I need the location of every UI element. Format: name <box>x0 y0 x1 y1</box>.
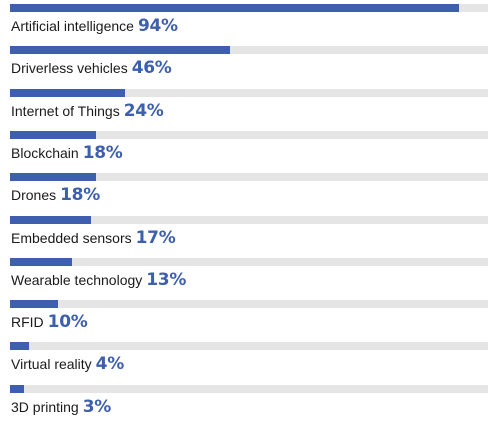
value-label: 13% <box>146 269 187 290</box>
bar <box>10 300 58 309</box>
category-label: Blockchain <box>11 144 79 161</box>
category-label: 3D printing <box>11 398 79 415</box>
bar <box>10 215 92 224</box>
bar <box>10 342 30 351</box>
bar-label-row: Drones 18% <box>11 184 100 206</box>
category-label: RFID <box>11 314 44 331</box>
value-label: 46% <box>131 58 172 79</box>
bar-track <box>10 342 488 351</box>
bar <box>10 173 97 182</box>
bar-label-row: Driverless vehicles 46% <box>11 57 172 79</box>
value-label: 18% <box>82 142 123 163</box>
bar-label-row: Embedded sensors 17% <box>11 227 176 249</box>
bar <box>10 46 230 55</box>
bar-label-row: RFID 10% <box>11 311 88 333</box>
bar-track <box>10 173 488 182</box>
bar-track <box>10 384 488 393</box>
bar-track <box>10 215 488 224</box>
value-label: 3% <box>82 396 112 417</box>
value-label: 24% <box>123 100 164 121</box>
category-label: Drones <box>11 187 57 204</box>
bar-track <box>10 4 488 12</box>
bar <box>10 130 97 139</box>
category-label: Artificial intelligence <box>11 18 134 34</box>
bar-label-row: Blockchain 18% <box>11 142 123 164</box>
bar-label-row: Wearable technology 13% <box>11 269 186 291</box>
category-label: Internet of Things <box>11 102 120 119</box>
bar-track <box>10 46 488 55</box>
category-label: Wearable technology <box>11 271 143 288</box>
bar-label-row: Artificial intelligence 94% <box>11 15 178 37</box>
bar-track <box>10 257 488 266</box>
bar-label-row: 3D printing 3% <box>11 396 111 418</box>
category-label: Driverless vehicles <box>11 60 128 77</box>
category-label: Virtual reality <box>11 356 92 373</box>
bar <box>10 88 125 97</box>
value-label: 4% <box>95 354 125 375</box>
value-label: 18% <box>60 185 100 206</box>
bar-track <box>10 300 488 309</box>
bar-track <box>10 88 488 97</box>
bar-label-row: Internet of Things 24% <box>11 100 164 122</box>
bar <box>10 4 460 12</box>
bar-track <box>10 130 488 139</box>
value-label: 94% <box>137 16 178 36</box>
bar <box>10 384 25 393</box>
value-label: 17% <box>135 227 176 248</box>
value-label: 10% <box>47 312 88 333</box>
bar-label-row: Virtual reality 4% <box>11 353 124 375</box>
bar <box>10 257 73 266</box>
category-label: Embedded sensors <box>11 229 132 246</box>
